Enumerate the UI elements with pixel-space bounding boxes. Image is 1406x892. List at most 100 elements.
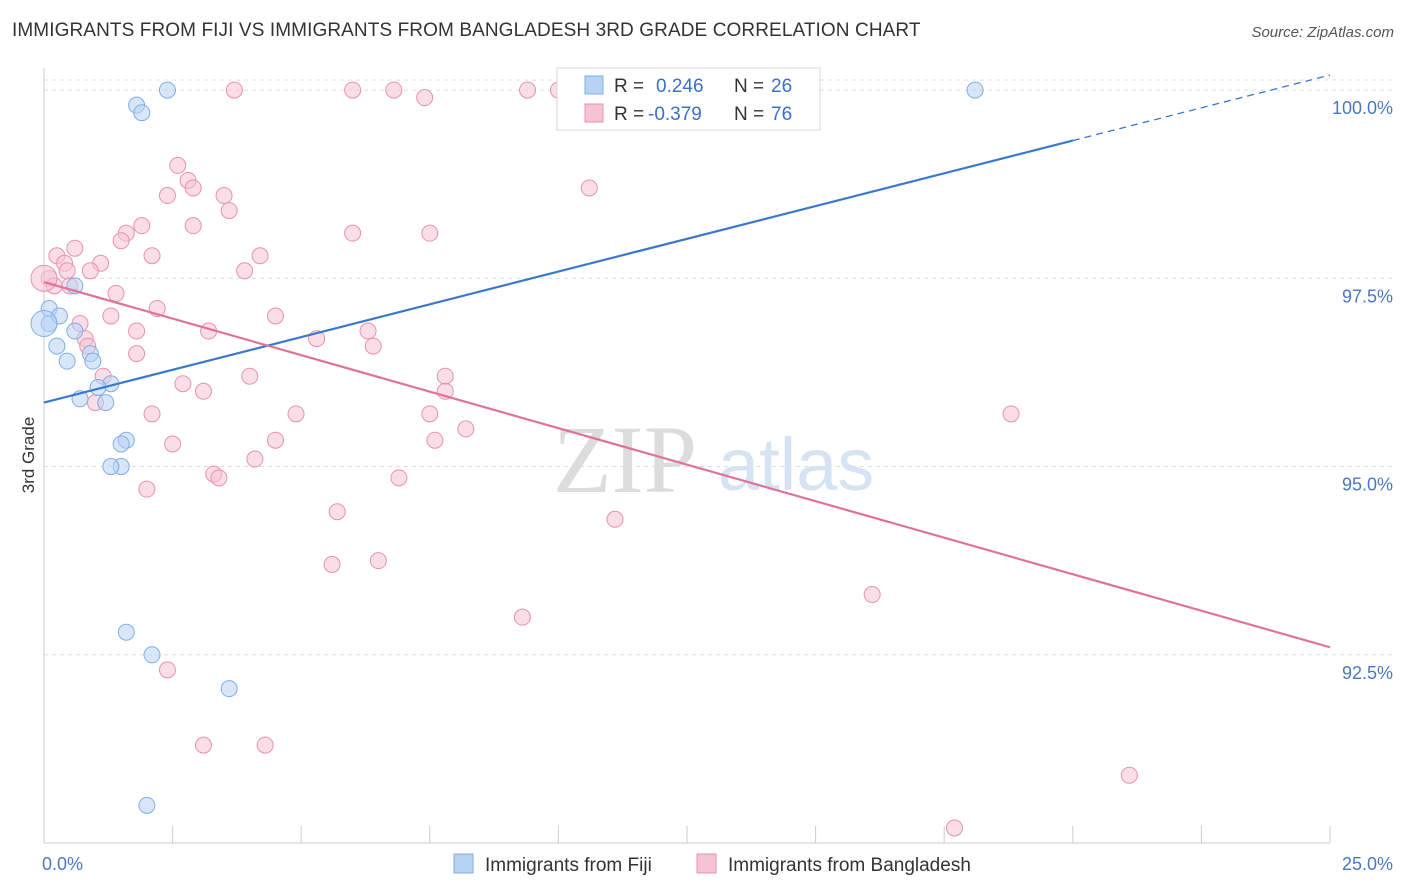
bangladesh-point: [220, 202, 238, 220]
bangladesh-point: [81, 262, 99, 280]
fiji-trend-line-extension: [1072, 74, 1331, 142]
fiji-point: [966, 81, 984, 99]
bangladesh-point: [344, 224, 362, 242]
grid-lines: [44, 79, 1392, 656]
source-label: Source: ZipAtlas.com: [1251, 24, 1394, 41]
bangladesh-point: [143, 405, 161, 423]
bangladesh-point: [421, 224, 439, 242]
fiji-point: [66, 322, 84, 340]
bangladesh-point: [385, 81, 403, 99]
legend-fiji-swatch: [584, 75, 604, 95]
x-tick-label-max: 25.0%: [1342, 854, 1393, 874]
fiji-points: [30, 81, 984, 814]
bangladesh-point: [266, 307, 284, 325]
y-axis-label: 3rd Grade: [19, 417, 38, 494]
bangladesh-point: [287, 405, 305, 423]
bangladesh-point: [344, 81, 362, 99]
bangladesh-point: [266, 431, 284, 449]
y-tick-labels: 92.5% 95.0% 97.5% 100.0%: [1332, 98, 1393, 683]
watermark-atlas: atlas: [718, 423, 874, 506]
bangladesh-point: [102, 307, 120, 325]
bangladesh-point: [194, 736, 212, 754]
bangladesh-point: [169, 156, 187, 174]
bangladesh-point: [133, 217, 151, 235]
fiji-point: [138, 796, 156, 814]
bangladesh-point: [421, 405, 439, 423]
bangladesh-point: [128, 322, 146, 340]
fiji-point: [97, 394, 115, 412]
bangladesh-point: [236, 262, 254, 280]
bangladesh-trend-line: [43, 281, 1331, 649]
fiji-point: [48, 337, 66, 355]
legend-box: R = 0.246 N = 26 R = -0.379 N = 76: [556, 67, 821, 131]
bangladesh-point: [256, 736, 274, 754]
bangladesh-point: [436, 367, 454, 385]
bangladesh-point: [863, 586, 881, 604]
bangladesh-point: [225, 81, 243, 99]
bottom-legend-fiji-swatch: [453, 853, 474, 874]
legend-fiji-n-label: N =: [734, 76, 764, 97]
fiji-point: [117, 623, 135, 641]
bangladesh-point: [359, 322, 377, 340]
bangladesh-point: [164, 435, 182, 453]
bottom-legend-bangladesh-swatch: [696, 853, 717, 874]
watermark-zip: ZIP: [553, 406, 697, 513]
bottom-legend-fiji-label: Immigrants from Fiji: [485, 855, 652, 876]
legend-fiji-r-value: 0.246: [656, 76, 704, 97]
legend-bangladesh-n-label: N =: [734, 104, 764, 125]
bangladesh-point: [606, 510, 624, 528]
bangladesh-point: [210, 469, 228, 487]
bangladesh-point: [138, 480, 156, 498]
trend-lines: [43, 74, 1331, 649]
bangladesh-point: [390, 469, 408, 487]
fiji-trend-line: [43, 139, 1074, 404]
bangladesh-point: [1120, 766, 1138, 784]
legend-bangladesh-swatch: [584, 103, 604, 123]
bangladesh-point: [323, 555, 341, 573]
bangladesh-point: [107, 284, 125, 302]
axes: [43, 68, 1331, 844]
fiji-point: [102, 458, 120, 476]
bangladesh-point: [158, 187, 176, 205]
bangladesh-point: [364, 337, 382, 355]
y-tick-label: 95.0%: [1342, 475, 1393, 495]
legend-bangladesh-r-label: R =: [614, 104, 644, 125]
y-tick-label: 100.0%: [1332, 98, 1393, 118]
bangladesh-point: [580, 179, 598, 197]
fiji-point: [112, 435, 130, 453]
fiji-point: [133, 104, 151, 122]
bottom-legend: Immigrants from Fiji Immigrants from Ban…: [453, 853, 971, 876]
legend-bangladesh-r-value: -0.379: [648, 104, 702, 125]
bangladesh-point: [328, 503, 346, 521]
bangladesh-point: [519, 81, 537, 99]
bangladesh-point: [30, 264, 58, 292]
fiji-point: [143, 646, 161, 664]
bangladesh-point: [246, 450, 264, 468]
x-tick-label-min: 0.0%: [42, 854, 83, 874]
fiji-point: [30, 310, 58, 338]
bangladesh-point: [513, 608, 531, 626]
bangladesh-point: [174, 375, 192, 393]
bangladesh-point: [1002, 405, 1020, 423]
bangladesh-point: [112, 232, 130, 250]
bangladesh-point: [241, 367, 259, 385]
y-tick-label: 92.5%: [1342, 663, 1393, 683]
bangladesh-point: [251, 247, 269, 265]
bangladesh-point: [215, 187, 233, 205]
fiji-point: [220, 680, 238, 698]
legend-bangladesh-n-value: 76: [771, 104, 792, 125]
fiji-point: [84, 352, 102, 370]
bangladesh-point: [184, 217, 202, 235]
bangladesh-point: [184, 179, 202, 197]
y-tick-label: 97.5%: [1342, 286, 1393, 306]
bangladesh-point: [128, 345, 146, 363]
bangladesh-point: [369, 552, 387, 570]
bangladesh-point: [66, 239, 84, 257]
bangladesh-point: [58, 262, 76, 280]
bangladesh-point: [158, 661, 176, 679]
bangladesh-point: [945, 819, 963, 837]
chart-title: IMMIGRANTS FROM FIJI VS IMMIGRANTS FROM …: [12, 20, 921, 41]
bangladesh-point: [194, 382, 212, 400]
bangladesh-point: [143, 247, 161, 265]
